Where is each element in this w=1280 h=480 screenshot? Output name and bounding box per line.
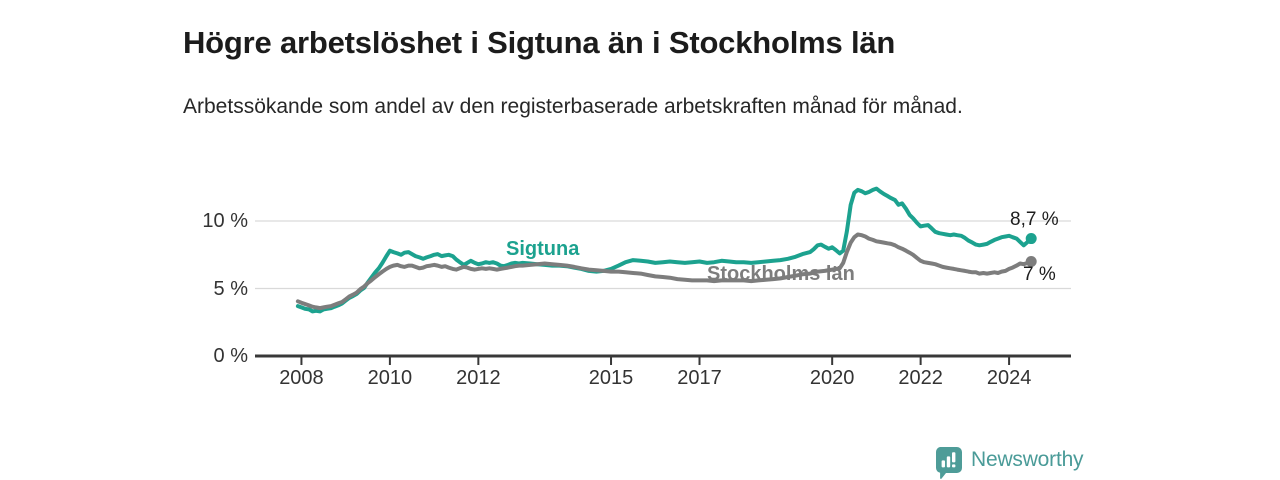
y-tick-label: 5 % bbox=[213, 277, 248, 300]
y-tick-label: 0 % bbox=[213, 345, 248, 367]
series-line-sigtuna bbox=[295, 186, 1034, 314]
newsworthy-logo[interactable]: Newsworthy bbox=[936, 446, 1084, 480]
end-value-sigtuna: 8,7 % bbox=[1010, 209, 1059, 230]
bar-chart-speech-bubble-icon bbox=[936, 446, 962, 480]
end-dot-stockholm bbox=[1025, 256, 1037, 267]
brand-name: Newsworthy bbox=[971, 448, 1084, 471]
series-line-stockholm bbox=[295, 232, 1034, 311]
series-label-sigtuna: Sigtuna bbox=[506, 238, 580, 260]
x-tick-label: 2015 bbox=[588, 367, 634, 389]
end-value-stockholm: 7 % bbox=[1023, 264, 1056, 285]
page-title: Högre arbetslöshet i Sigtuna än i Stockh… bbox=[183, 24, 896, 60]
series-label-stockholm: Stockholms län bbox=[707, 263, 855, 285]
y-tick-label: 10 % bbox=[202, 210, 248, 232]
x-tick-label: 2012 bbox=[456, 367, 501, 389]
chart-subtitle: Arbetssökande som andel av den registerb… bbox=[183, 95, 963, 118]
x-tick-label: 2017 bbox=[677, 367, 722, 389]
x-tick-label: 2024 bbox=[986, 367, 1032, 389]
x-tick-label: 2008 bbox=[279, 367, 324, 389]
x-tick-label: 2020 bbox=[809, 367, 855, 389]
x-tick-label: 2022 bbox=[898, 367, 943, 389]
end-dot-sigtuna bbox=[1025, 233, 1037, 245]
x-tick-label: 2010 bbox=[367, 367, 413, 389]
